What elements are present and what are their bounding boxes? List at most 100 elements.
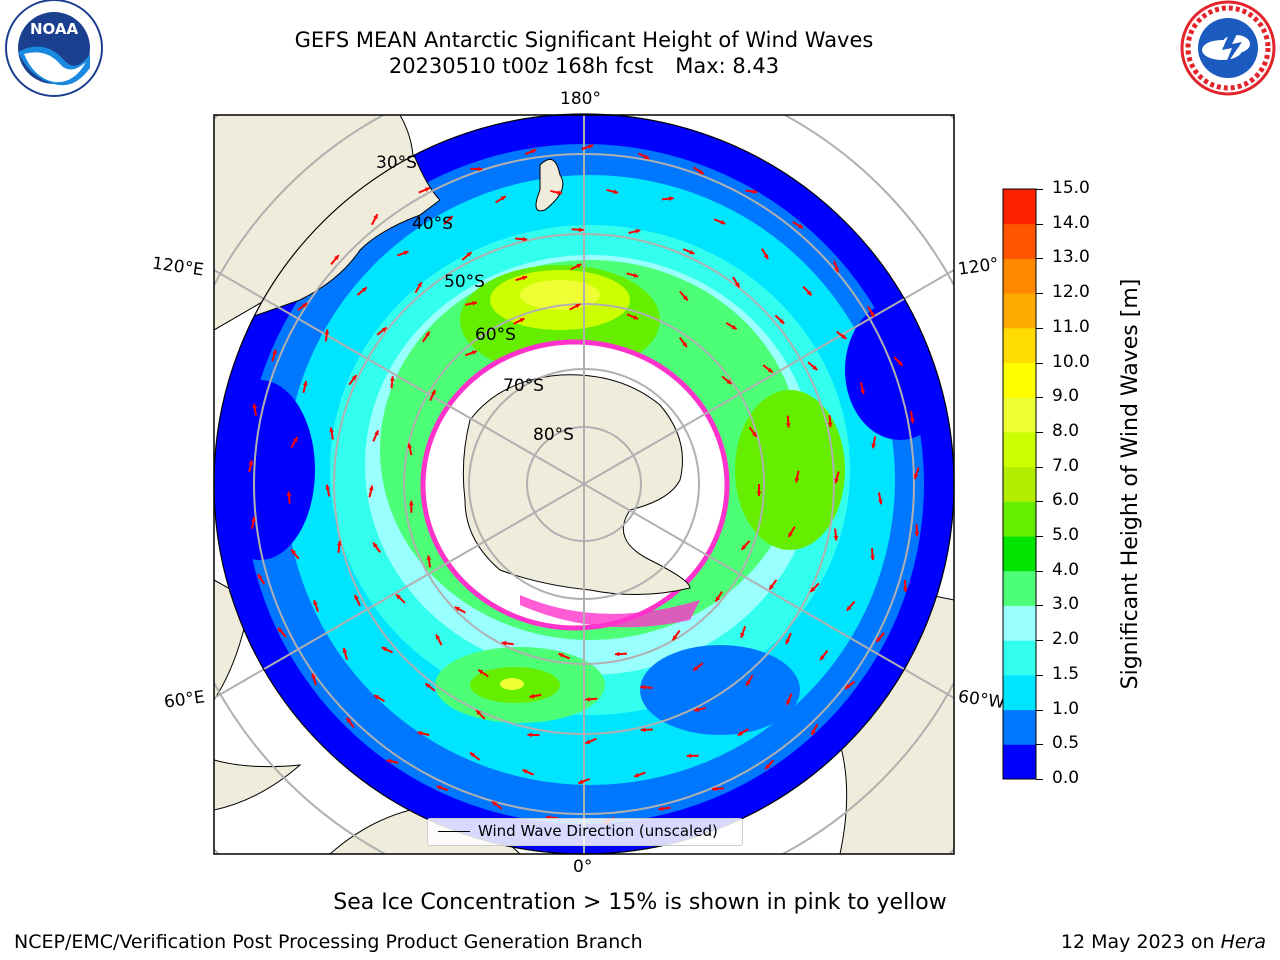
wave-arrow-head: [845, 684, 851, 689]
wave-arrow-head: [501, 640, 507, 646]
wave-arrow-head: [425, 331, 430, 337]
wave-arrow-head: [334, 255, 339, 261]
legend-label: Wind Wave Direction (unscaled): [478, 822, 718, 840]
wave-arrow-head: [351, 375, 357, 381]
colorbar-tick-mark: [1036, 466, 1043, 468]
colorbar-tick-mark: [1036, 431, 1043, 433]
lat-label-30s: 30°S: [376, 153, 417, 173]
wave-arrow-head: [806, 290, 812, 296]
wave-arrow-head: [436, 785, 442, 790]
colorbar-tick-mark: [1036, 640, 1043, 642]
wave-arrow-head: [329, 427, 335, 433]
wave-arrow-head: [408, 500, 414, 506]
wave-arrow-head: [788, 532, 793, 538]
wave-arrow-head: [374, 695, 380, 700]
colorbar-tick-label: 8.0: [1052, 420, 1080, 441]
colorbar-tick-label: 0.0: [1052, 768, 1080, 788]
wave-arrow-head: [715, 596, 721, 602]
wave-arrow-head: [342, 648, 348, 653]
map-subtitle: 20230510 t00z 168h fcst Max: 8.43: [0, 53, 1168, 79]
wave-arrow-head: [869, 311, 875, 317]
colorbar-tick-label: 13.0: [1052, 247, 1090, 268]
wave-arrow-head: [579, 227, 584, 233]
wave-arrow-head: [431, 389, 436, 395]
colorbar-tick-mark: [1036, 397, 1043, 399]
wave-arrow-head: [286, 491, 292, 497]
colorbar-block: [1003, 223, 1036, 259]
colorbar-block: [1003, 640, 1036, 676]
wave-arrow-head: [658, 806, 664, 812]
wave-arrow-head: [381, 647, 387, 652]
colorbar-block: [1003, 431, 1036, 468]
wave-arrow-head: [740, 632, 745, 638]
colorbar-block: [1003, 327, 1036, 364]
wave-arrow-head: [669, 196, 674, 201]
wave-arrow-head: [389, 376, 395, 381]
colorbar-block: [1003, 293, 1036, 329]
wave-arrow-head: [252, 403, 258, 409]
wave-arrow-head: [558, 653, 564, 658]
wave-arrow-head: [407, 443, 413, 449]
wave-arrow-head: [741, 544, 747, 550]
wave-arrow-head: [827, 422, 833, 428]
wave-arrow-head: [860, 389, 865, 395]
wave-arrow-head: [417, 282, 422, 288]
wave-arrow-head: [386, 758, 392, 764]
wave-arrow-head: [336, 540, 342, 546]
colorbar-tick-mark: [1036, 779, 1043, 780]
wave-arrow-head: [588, 144, 594, 149]
wave-arrow-head: [698, 169, 704, 174]
wave-arrow-head: [686, 753, 692, 759]
wave-arrow-head: [786, 699, 791, 705]
colorbar-tick-mark: [1036, 258, 1043, 260]
noaa-logo: NOAA: [4, 0, 104, 98]
wave-arrow-head: [902, 587, 908, 592]
map-frame: [213, 114, 955, 855]
wave-arrow-head: [767, 367, 773, 373]
wave-arrow-head: [424, 187, 430, 192]
wave-arrow-head: [683, 295, 688, 301]
wave-arrow-head: [292, 437, 298, 443]
wave-arrow-head: [476, 710, 482, 716]
wave-arrow-head: [417, 730, 423, 736]
wave-arrow-head: [368, 485, 374, 491]
forecast-date: 20230510 t00z 168h fcst: [388, 54, 654, 78]
colorbar-tick-mark: [1036, 674, 1043, 676]
wave-arrow-head: [779, 318, 785, 324]
colorbar-tick-mark: [1036, 570, 1043, 572]
wave-arrow-head: [765, 764, 770, 770]
wave-arrow-head: [478, 669, 484, 675]
wave-arrow-head: [585, 696, 590, 702]
wave-arrow-head: [810, 587, 816, 592]
wave-arrow-head: [519, 318, 525, 323]
wave-arrow-head: [841, 334, 847, 339]
wave-arrow-head: [576, 263, 582, 269]
colorbar-tick-label: 11.0: [1052, 316, 1090, 337]
wave-arrow-head: [726, 379, 732, 385]
wave-arrow-head: [834, 267, 839, 273]
colorbar-tick-label: 10.0: [1052, 351, 1090, 372]
wave-arrow-head: [634, 772, 639, 778]
wave-arrow-head: [272, 349, 277, 355]
wave-arrow-head: [693, 707, 699, 712]
colorbar-block: [1003, 362, 1036, 398]
colorbar-title: Significant Height of Wind Waves [m]: [1118, 278, 1143, 690]
wave-arrow-head: [614, 651, 620, 657]
colorbar-tick-mark: [1036, 362, 1043, 364]
footer-branch: NCEP/EMC/Verification Post Processing Pr…: [14, 931, 643, 953]
wave-arrow-head: [522, 275, 528, 281]
colorbar-tick-label: 14.0: [1052, 212, 1090, 233]
wave-arrow-head: [756, 491, 762, 496]
legend-line-icon: [438, 831, 470, 832]
colorbar-block: [1003, 501, 1036, 537]
wave-arrow-head: [373, 214, 378, 220]
wave-arrow-head: [794, 477, 800, 483]
wave-arrow-head: [877, 499, 883, 505]
lat-label-80s: 80°S: [533, 425, 574, 445]
wave-arrow-head: [712, 786, 717, 792]
colorbar-block: [1003, 709, 1036, 745]
colorbar-tick-label: 1.5: [1052, 663, 1080, 684]
max-value: Max: 8.43: [675, 54, 780, 78]
wave-arrow-head: [763, 254, 768, 260]
